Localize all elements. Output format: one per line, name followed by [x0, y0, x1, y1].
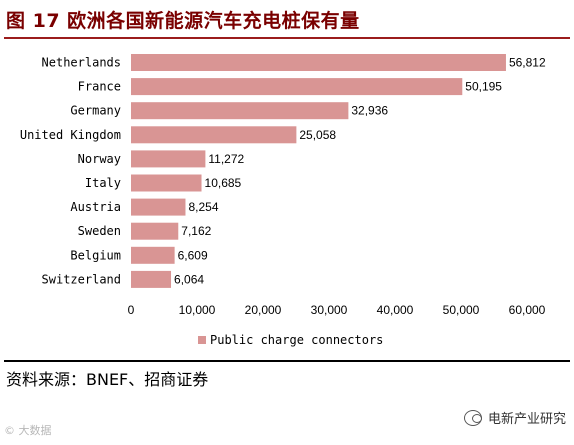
x-tick-label: 40,000 — [377, 303, 414, 317]
legend: Public charge connectors — [198, 333, 383, 347]
data-label: 6,609 — [178, 248, 208, 262]
category-label: Sweden — [78, 224, 121, 238]
value-labels: 56,812 50,195 32,936 25,058 11,272 10,685 8,25… — [174, 56, 546, 287]
category-label: Norway — [78, 152, 121, 166]
bar — [131, 126, 297, 144]
brand-name: 电新产业研究 — [487, 412, 566, 427]
watermark: © 大数据 — [4, 424, 52, 437]
footer-rule — [4, 360, 570, 362]
bar — [131, 246, 175, 264]
bar — [131, 150, 206, 168]
figure-title: 图 17 欧洲各国新能源汽车充电桩保有量 — [6, 10, 360, 32]
figure-header: 图 17 欧洲各国新能源汽车充电桩保有量 — [0, 0, 574, 40]
category-label: Switzerland — [42, 272, 121, 286]
category-label: Austria — [70, 200, 121, 214]
category-label: Germany — [70, 104, 121, 118]
x-tick-label: 30,000 — [311, 303, 348, 317]
data-label: 11,272 — [208, 152, 244, 166]
x-tick-label: 50,000 — [443, 303, 480, 317]
bars-group — [131, 54, 506, 288]
bar — [131, 270, 172, 288]
brand-tag: 电新产业研究 — [463, 408, 566, 427]
category-labels: Netherlands France Germany United Kingdom No… — [20, 56, 121, 287]
x-axis-ticks: 0 10,000 20,000 30,000 40,000 50,000 60,000 — [128, 303, 546, 317]
bar — [131, 78, 463, 96]
data-label: 6,064 — [174, 272, 204, 286]
category-label: Netherlands — [42, 56, 121, 70]
legend-label: Public charge connectors — [210, 333, 383, 347]
data-label: 50,195 — [465, 80, 502, 94]
bar-chart: Netherlands France Germany United Kingdom No… — [20, 54, 546, 347]
category-label: United Kingdom — [20, 128, 121, 142]
bar — [131, 102, 349, 120]
wechat-icon — [463, 409, 482, 426]
legend-swatch — [198, 336, 206, 344]
x-tick-label: 10,000 — [179, 303, 216, 317]
x-tick-label: 60,000 — [509, 303, 546, 317]
data-label: 10,685 — [205, 176, 242, 190]
x-tick-label: 0 — [128, 303, 135, 317]
bar — [131, 222, 179, 240]
x-tick-label: 20,000 — [245, 303, 282, 317]
category-label: France — [78, 80, 121, 94]
title-rule — [4, 37, 570, 39]
data-label: 56,812 — [509, 56, 546, 70]
category-label: Italy — [85, 176, 121, 190]
bar — [131, 198, 186, 216]
bar — [131, 174, 202, 192]
source-note: 资料来源：BNEF、招商证券 — [6, 370, 209, 389]
category-label: Belgium — [70, 248, 121, 262]
bar — [131, 54, 506, 71]
data-label: 25,058 — [299, 128, 336, 142]
data-label: 7,162 — [181, 224, 211, 238]
data-label: 8,254 — [188, 200, 218, 214]
data-label: 32,936 — [351, 104, 388, 118]
